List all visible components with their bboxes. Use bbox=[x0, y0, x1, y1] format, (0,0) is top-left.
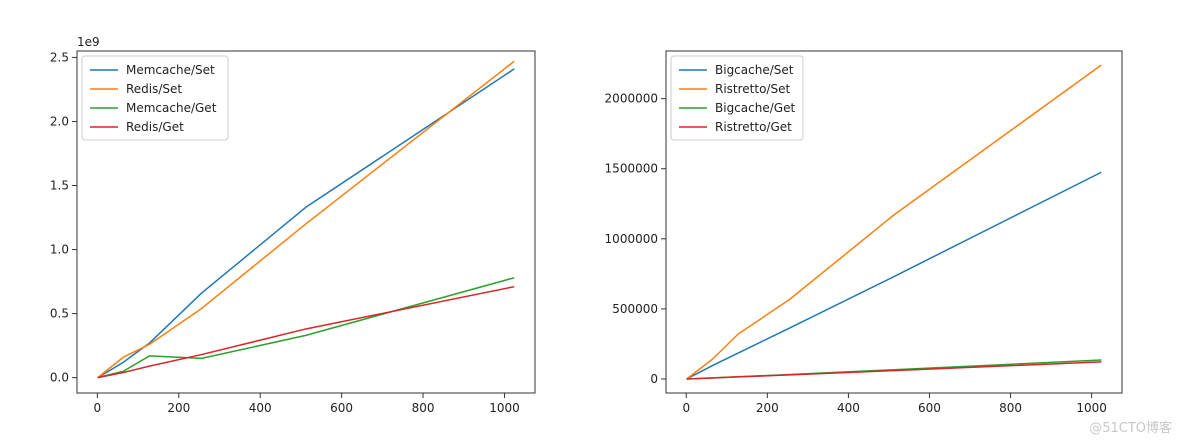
x-tick-label: 800 bbox=[999, 401, 1022, 415]
y-tick-label: 0 bbox=[650, 372, 658, 386]
series-line-ristretto-get bbox=[686, 361, 1102, 380]
y-tick-label: 1.5 bbox=[50, 178, 69, 192]
legend: Bigcache/Set Ristretto/Set Bigcache/Get Ris… bbox=[670, 55, 804, 141]
legend-label: Bigcache/Get bbox=[715, 101, 795, 115]
y-tick-label: 2.5 bbox=[50, 50, 69, 64]
series-line-memcache-get bbox=[97, 276, 515, 379]
series-line-memcache-set bbox=[97, 68, 515, 379]
x-tick-label: 0 bbox=[94, 401, 102, 415]
x-tick-label: 600 bbox=[918, 401, 941, 415]
plot-frame bbox=[76, 50, 536, 394]
axis-offset-label: 1e9 bbox=[77, 35, 100, 49]
y-tick-label: 2000000 bbox=[605, 92, 658, 106]
legend-label: Ristretto/Set bbox=[715, 82, 790, 96]
legend-label: Redis/Get bbox=[126, 120, 184, 134]
x-tick-label: 1000 bbox=[489, 401, 520, 415]
legend-label: Ristretto/Get bbox=[715, 120, 792, 134]
legend-label: Redis/Set bbox=[126, 82, 182, 96]
y-tick-label: 0.5 bbox=[50, 307, 69, 321]
legend: Memcache/Set Redis/Set Memcache/Get Redis/G… bbox=[81, 55, 229, 141]
chart-1: 0 200 400 600 800 1000 0.0 0.5 1.0 1.5 2.0 2.5 1e9 Me… bbox=[50, 35, 536, 415]
y-tick-label: 1000000 bbox=[605, 232, 658, 246]
plot-frame bbox=[665, 50, 1123, 394]
legend-label: Memcache/Set bbox=[126, 63, 215, 77]
y-tick-label: 1.0 bbox=[50, 243, 69, 257]
legend-box bbox=[81, 55, 229, 141]
chart-2: 0 200 400 600 800 1000 0 500000 1000000 1500000 20… bbox=[605, 50, 1123, 415]
x-tick-label: 800 bbox=[412, 401, 435, 415]
x-tick-label: 400 bbox=[249, 401, 272, 415]
series-line-ristretto-set bbox=[686, 64, 1102, 380]
x-tick-label: 400 bbox=[837, 401, 860, 415]
y-tick-label: 2.0 bbox=[50, 114, 69, 128]
legend-box bbox=[670, 55, 804, 141]
x-tick-label: 0 bbox=[682, 401, 690, 415]
series-line-redis-set bbox=[97, 60, 515, 379]
series-line-bigcache-set bbox=[686, 171, 1102, 380]
x-tick-label: 600 bbox=[330, 401, 353, 415]
y-tick-label: 0.0 bbox=[50, 371, 69, 385]
series-line-redis-get bbox=[97, 285, 515, 379]
x-tick-label: 200 bbox=[756, 401, 779, 415]
legend-label: Bigcache/Set bbox=[715, 63, 794, 77]
y-tick-label: 500000 bbox=[612, 302, 658, 316]
y-tick-label: 1500000 bbox=[605, 162, 658, 176]
legend-label: Memcache/Get bbox=[126, 101, 217, 115]
x-tick-label: 200 bbox=[167, 401, 190, 415]
x-tick-label: 1000 bbox=[1076, 401, 1107, 415]
watermark-text: @51CTO博客 bbox=[1089, 421, 1172, 436]
